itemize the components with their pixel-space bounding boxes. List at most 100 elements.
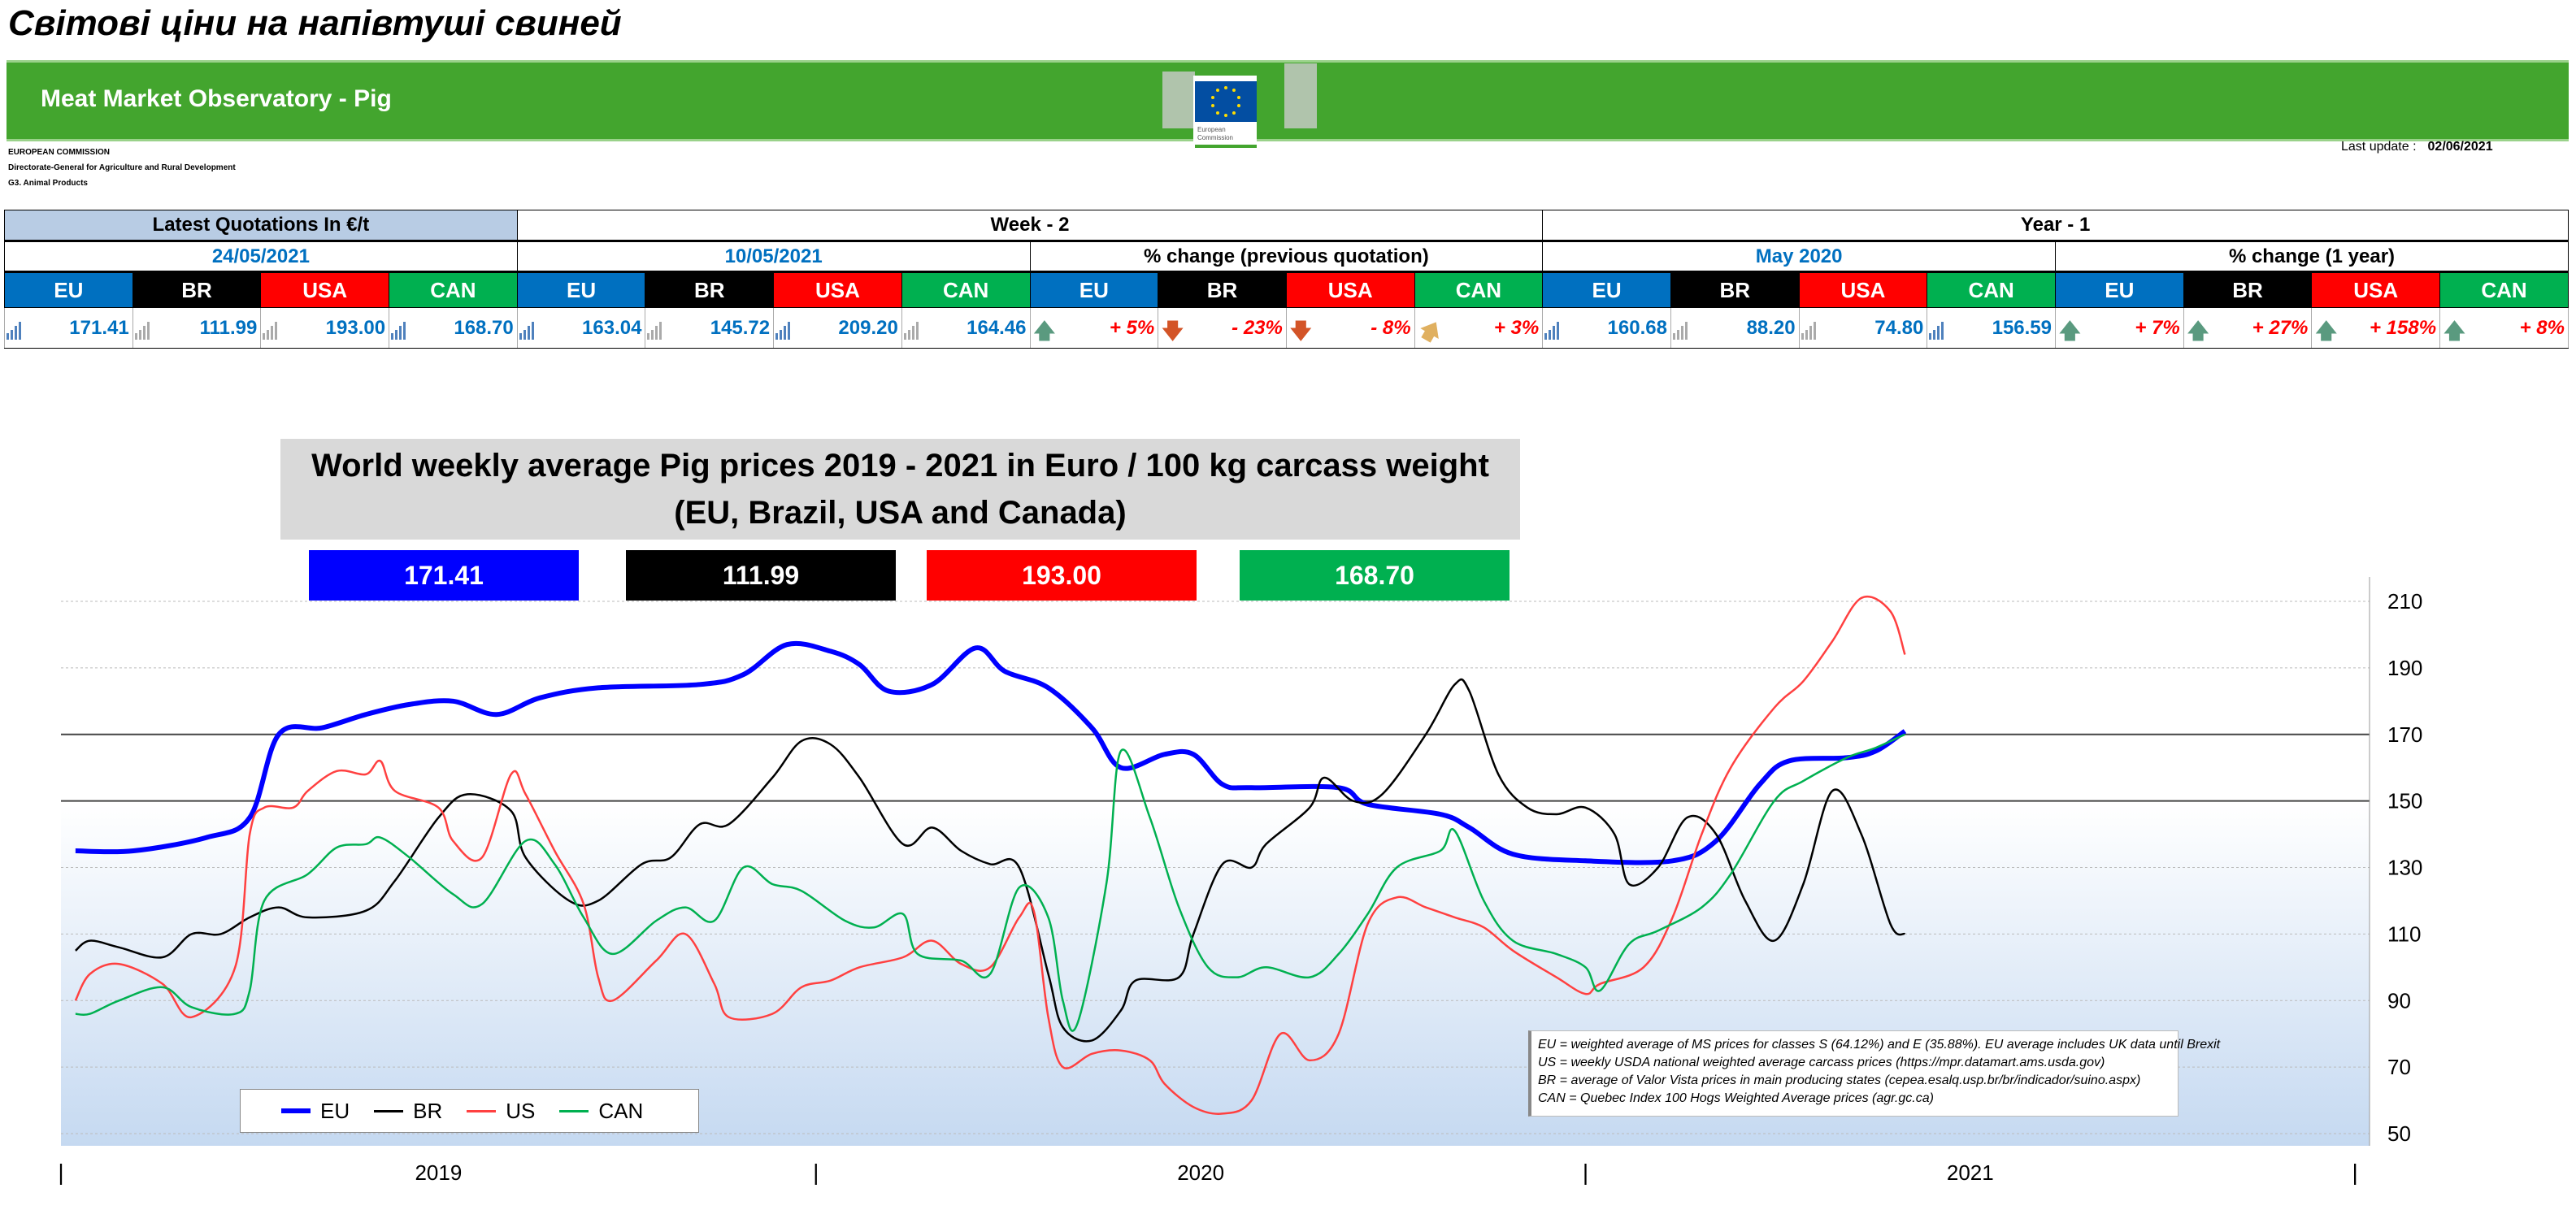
- org-line: G3. Animal Products: [8, 179, 88, 188]
- x-tick-mark: |: [813, 1160, 819, 1185]
- y-tick-label: 150: [2387, 789, 2422, 813]
- cell-value: 88.20: [1746, 316, 1796, 339]
- country-label: BR: [1670, 271, 1800, 308]
- cell-value: 171.41: [69, 316, 129, 339]
- country-label: BR: [2183, 271, 2313, 308]
- price-cell: 209.20: [773, 307, 902, 349]
- latest-header: Latest Quotations In €/t: [4, 210, 518, 241]
- org-line: EUROPEAN COMMISSION: [8, 148, 111, 157]
- cell-value: 209.20: [838, 316, 898, 339]
- week2-pct-header: % change (previous quotation): [1029, 241, 1544, 272]
- country-label: EU: [1029, 271, 1159, 308]
- y-tick-label: 130: [2387, 856, 2422, 880]
- x-tick-mark: |: [58, 1160, 63, 1185]
- note-br: BR = average of Valor Vista prices in ma…: [1538, 1073, 2141, 1087]
- cell-value: - 8%: [1371, 316, 1411, 339]
- cell-value: 193.00: [325, 316, 386, 339]
- country-label: EU: [1542, 271, 1671, 308]
- series-line-eu: [75, 640, 1907, 865]
- cell-value: 145.72: [710, 316, 771, 339]
- country-label: CAN: [1414, 271, 1544, 308]
- br-latest-box: 111.99: [626, 550, 896, 601]
- cell-value: 168.70: [454, 316, 514, 339]
- y-tick-label: 70: [2387, 1055, 2411, 1079]
- signal-bars-icon: [1801, 322, 1816, 340]
- y-tick-label: 210: [2387, 589, 2422, 614]
- arrow-up-icon: 🡅: [2444, 319, 2465, 343]
- arrow-up-icon: 🡅: [2059, 319, 2081, 343]
- quotations-table: Latest Quotations In €/t Week - 2 Year -…: [4, 210, 2569, 349]
- banner-title: Meat Market Observatory - Pig: [41, 85, 392, 112]
- country-label: BR: [645, 271, 775, 308]
- arrow-down-icon: 🡇: [1289, 319, 1312, 343]
- country-label: USA: [1285, 271, 1415, 308]
- y-tick-label: 190: [2387, 656, 2422, 680]
- series-line-can: [75, 733, 1905, 1032]
- cell-value: + 7%: [2135, 316, 2180, 339]
- signal-bars-icon: [134, 322, 150, 340]
- y-tick-label: 50: [2387, 1121, 2411, 1146]
- legend-eu: EU: [281, 1099, 350, 1124]
- signal-bars-icon: [903, 322, 919, 340]
- signal-bars-icon: [1672, 322, 1688, 340]
- cell-value: 74.80: [1874, 316, 1924, 339]
- year1-pct-header: % change (1 year): [2055, 241, 2569, 272]
- arrow-up-icon: 🡅: [1033, 319, 1056, 343]
- country-label: CAN: [901, 271, 1031, 308]
- country-label: USA: [773, 271, 902, 308]
- price-cell: 171.41: [4, 307, 133, 349]
- signal-bars-icon: [647, 322, 662, 340]
- legend-label: EU: [320, 1098, 350, 1123]
- y-tick-label: 110: [2387, 922, 2421, 946]
- y-tick-label: 170: [2387, 722, 2422, 747]
- x-tick-label: 2019: [415, 1160, 462, 1185]
- pct-cell: 🡅 + 7%: [2055, 307, 2184, 349]
- country-label: EU: [2055, 271, 2184, 308]
- arrow-up-icon: 🡅: [2187, 319, 2209, 343]
- last-update-label: Last update :: [2341, 140, 2417, 154]
- cell-value: 163.04: [582, 316, 642, 339]
- last-update: Last update : 02/06/2021: [2341, 140, 2493, 154]
- source-notes: EU = weighted average of MS prices for c…: [1528, 1030, 2220, 1117]
- signal-bars-icon: [1929, 322, 1944, 340]
- signal-bars-icon: [7, 322, 21, 340]
- pct-cell: 🡇 - 8%: [1285, 307, 1415, 349]
- latest-date: 24/05/2021: [4, 241, 518, 272]
- week2-header: Week - 2: [516, 210, 1544, 241]
- price-cell: 145.72: [645, 307, 775, 349]
- country-label: CAN: [389, 271, 518, 308]
- price-cell: 193.00: [260, 307, 390, 349]
- country-label: CAN: [1927, 271, 2056, 308]
- pct-cell: 🡅 + 3%: [1414, 307, 1544, 349]
- cell-value: 156.59: [1992, 316, 2052, 339]
- can-latest-box: 168.70: [1240, 550, 1510, 601]
- signal-bars-icon: [519, 322, 534, 340]
- country-label: BR: [1158, 271, 1287, 308]
- legend-label: BR: [413, 1098, 443, 1123]
- legend-label: US: [506, 1098, 536, 1123]
- cell-value: 111.99: [199, 316, 258, 339]
- year1-date: May 2020: [1542, 241, 2056, 272]
- pct-cell: 🡅 + 158%: [2311, 307, 2441, 349]
- series-line-br: [75, 678, 1906, 1043]
- country-label: USA: [1798, 271, 1928, 308]
- country-label: BR: [132, 271, 262, 308]
- cell-value: + 5%: [1109, 316, 1155, 339]
- pct-cell: 🡅 + 27%: [2183, 307, 2313, 349]
- cell-value: + 8%: [2519, 316, 2565, 339]
- org-line: Directorate-General for Agriculture and …: [8, 163, 236, 172]
- legend-label: CAN: [598, 1098, 644, 1123]
- signal-bars-icon: [391, 322, 406, 340]
- chart-legend: EU BR US CAN: [240, 1089, 699, 1133]
- pct-cell: 🡅 + 5%: [1029, 307, 1159, 349]
- week2-date: 10/05/2021: [516, 241, 1031, 272]
- organisation-info: EUROPEAN COMMISSION Directorate-General …: [8, 145, 236, 191]
- price-cell: 74.80: [1798, 307, 1928, 349]
- cell-value: 160.68: [1607, 316, 1667, 339]
- page-title: Світові ціни на напівтуші свиней: [8, 3, 622, 43]
- country-label: EU: [4, 271, 133, 308]
- x-tick-label: 2021: [1947, 1160, 1994, 1185]
- svg-text:Commission: Commission: [1197, 134, 1233, 141]
- note-us: US = weekly USDA national weighted avera…: [1538, 1056, 2105, 1069]
- arrow-up-icon: 🡅: [1414, 314, 1447, 348]
